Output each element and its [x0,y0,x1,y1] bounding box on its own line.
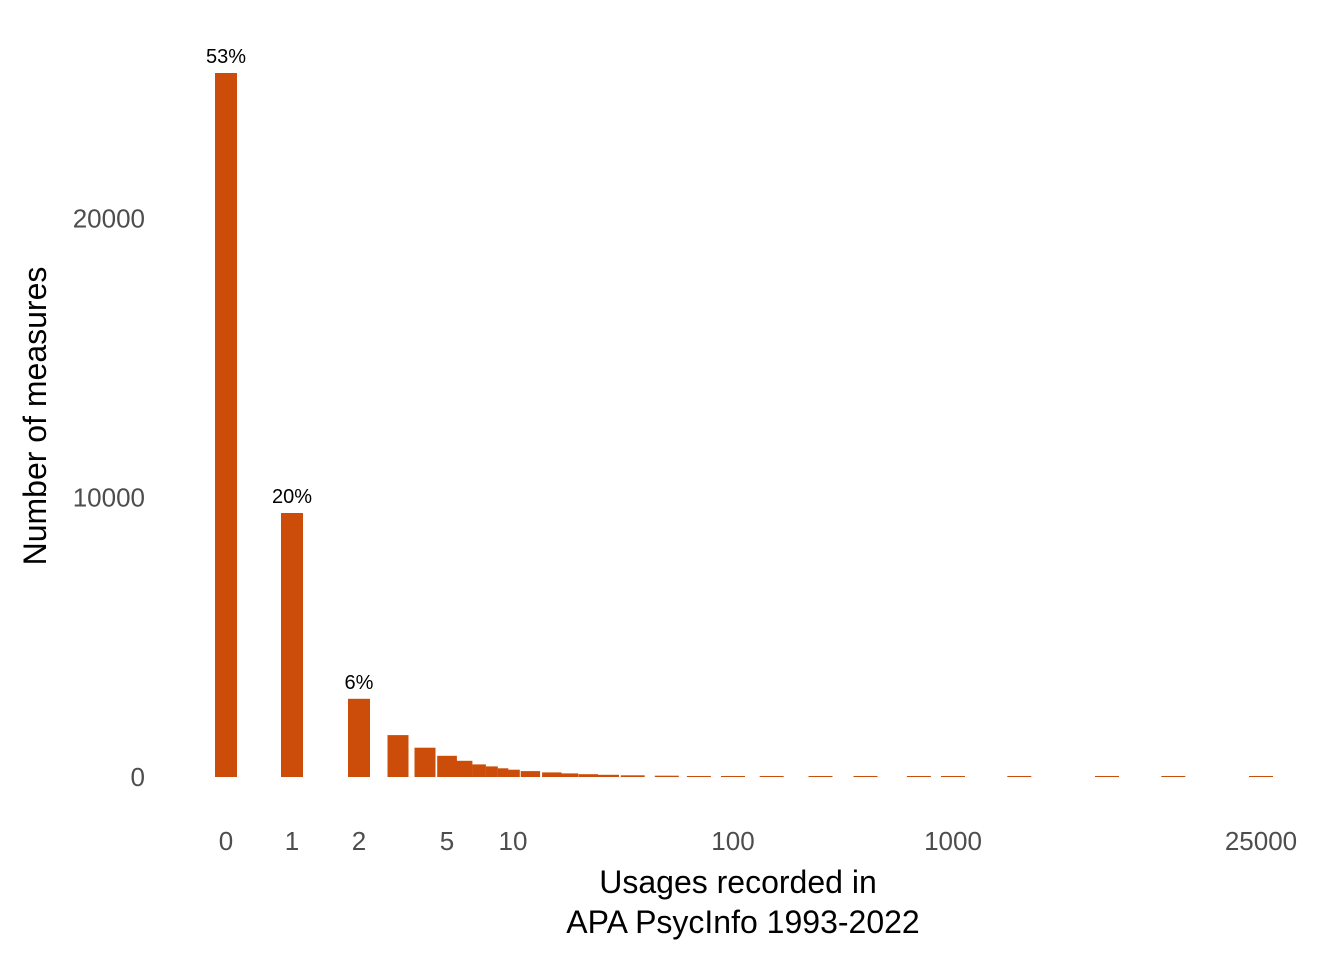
bar-x-3 [387,735,409,777]
bar-x-50 [654,775,679,777]
bar-x-2 [348,698,370,777]
y-tick-label: 20000 [73,203,145,233]
bar-x-150 [759,776,784,777]
x-tick-label: 2 [352,826,366,856]
y-axis-title: Number of measures [17,267,53,566]
bar-x-15 [542,772,562,777]
bar-x-18 [560,773,579,777]
bar-x-400 [853,776,878,777]
x-axis-tick-labels: 0 1 2 5 10 100 1000 25000 [219,826,1297,856]
x-tick-label: 5 [440,826,454,856]
bar-x-5 [437,755,457,777]
bar-x-12 [520,771,541,777]
bar-x-25000 [1249,776,1273,777]
bar-x-10000 [1161,776,1186,777]
x-tick-label: 0 [219,826,233,856]
bar-percent-label: 53% [206,46,246,68]
y-tick-label: 10000 [73,483,145,513]
y-tick-label: 0 [131,762,145,792]
bar-x-1 [281,513,303,777]
bar-percent-label: 20% [272,486,312,508]
bar-x-4 [414,747,436,777]
bar-x-6 [456,760,473,777]
bar-x-0 [215,73,237,777]
x-tick-label: 100 [711,826,754,856]
bar-x-1000 [941,776,965,777]
bar-x-700 [906,776,931,777]
x-axis-title-line-1: Usages recorded in [599,864,876,900]
x-tick-label: 25000 [1225,826,1297,856]
bar-x-27 [596,774,619,777]
bar-x-22 [578,774,598,777]
bar-x-5000 [1095,776,1119,777]
bar-x-7 [472,764,486,777]
bar-x-2000 [1007,776,1032,777]
bar-x-70 [686,776,711,777]
bar-percent-label: 6% [345,672,374,694]
bar-labels-layer: 53% 20% 6% [206,46,374,694]
bar-x-9 [497,768,509,777]
bars-layer [215,73,1273,777]
bar-x-10 [506,769,520,777]
x-tick-label: 10 [499,826,528,856]
x-tick-label: 1000 [924,826,982,856]
bar-x-100 [721,776,745,777]
bar-x-8 [485,766,498,777]
x-axis-title-line-2: APA PsycInfo 1993-2022 [566,904,919,940]
x-tick-label: 1 [285,826,299,856]
bar-x-250 [808,776,833,777]
bar-x-35 [620,775,645,777]
y-axis-tick-labels: 0 10000 20000 [73,203,145,792]
